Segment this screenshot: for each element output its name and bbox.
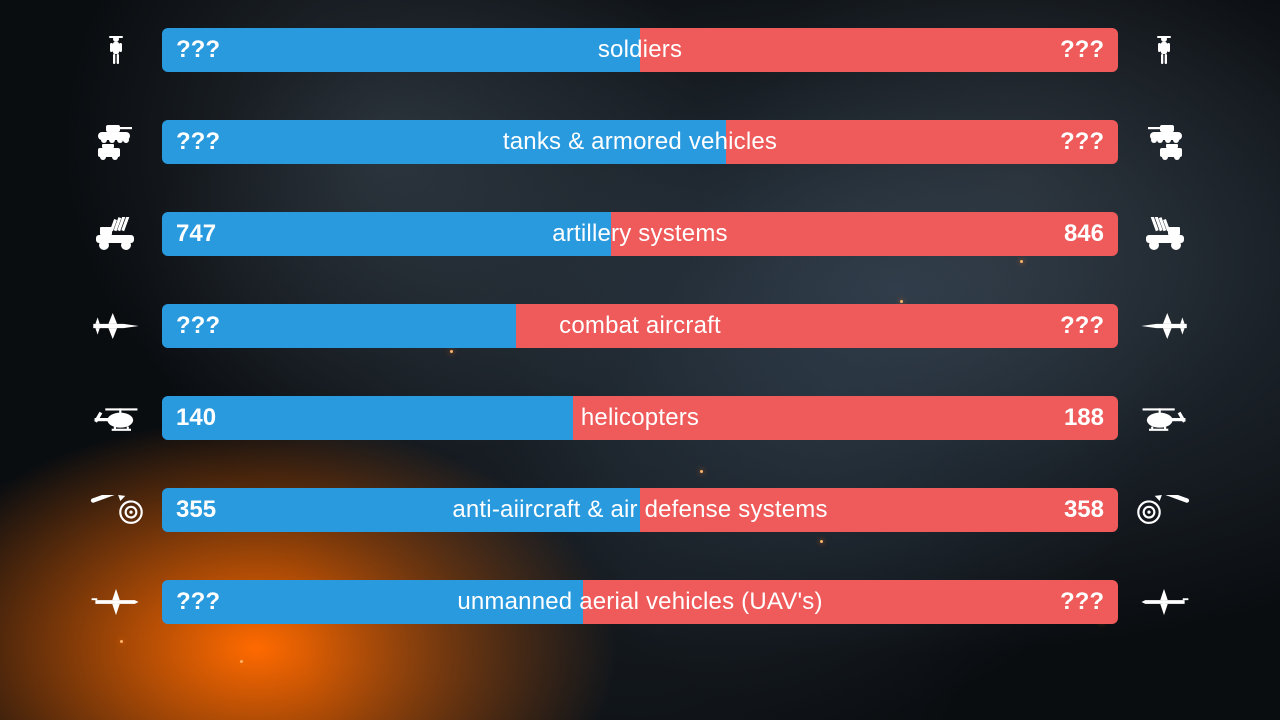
right-icon-cell (1118, 313, 1210, 339)
right-value: 188 (1064, 404, 1104, 432)
left-value: ??? (176, 588, 220, 616)
artillery-icon (88, 217, 144, 251)
comparison-bar: 140 188 helicopters (162, 396, 1118, 440)
comparison-bar: ??? ??? soldiers (162, 28, 1118, 72)
artillery-icon (1136, 217, 1192, 251)
right-value: 846 (1064, 220, 1104, 248)
left-segment: ??? (162, 28, 640, 72)
right-icon-cell (1118, 403, 1210, 433)
left-segment: 140 (162, 396, 573, 440)
drone-icon (87, 587, 145, 617)
right-value: ??? (1060, 128, 1104, 156)
comparison-row: ??? ??? combat aircraft (70, 304, 1210, 348)
jet-icon (1136, 313, 1192, 339)
airdefense-icon (1135, 495, 1193, 525)
left-value: 355 (176, 496, 216, 524)
comparison-row: ??? ??? tanks & armored vehicles (70, 120, 1210, 164)
right-icon-cell (1118, 495, 1210, 525)
right-value: ??? (1060, 588, 1104, 616)
comparison-bar: ??? ??? tanks & armored vehicles (162, 120, 1118, 164)
left-segment: 747 (162, 212, 611, 256)
right-icon-cell (1118, 217, 1210, 251)
right-icon-cell (1118, 587, 1210, 617)
helicopter-icon (88, 403, 144, 433)
right-value: ??? (1060, 312, 1104, 340)
left-value: ??? (176, 128, 220, 156)
left-icon-cell (70, 217, 162, 251)
comparison-bar: 355 358 anti-aiircraft & air defense sys… (162, 488, 1118, 532)
comparison-row: ??? ??? soldiers (70, 28, 1210, 72)
comparison-chart: ??? ??? soldiers ??? ??? tanks & armored… (0, 0, 1280, 644)
comparison-bar: ??? ??? unmanned aerial vehicles (UAV's) (162, 580, 1118, 624)
comparison-bar: 747 846 artillery systems (162, 212, 1118, 256)
right-segment: ??? (583, 580, 1118, 624)
right-segment: 846 (611, 212, 1118, 256)
comparison-row: ??? ??? unmanned aerial vehicles (UAV's) (70, 580, 1210, 624)
left-icon-cell (70, 313, 162, 339)
jet-icon (88, 313, 144, 339)
left-value: 747 (176, 220, 216, 248)
right-segment: ??? (516, 304, 1118, 348)
right-segment: 358 (640, 488, 1118, 532)
comparison-bar: ??? ??? combat aircraft (162, 304, 1118, 348)
left-segment: ??? (162, 120, 726, 164)
left-segment: 355 (162, 488, 640, 532)
left-value: 140 (176, 404, 216, 432)
left-segment: ??? (162, 580, 583, 624)
right-value: 358 (1064, 496, 1104, 524)
comparison-row: 747 846 artillery systems (70, 212, 1210, 256)
right-icon-cell (1118, 122, 1210, 162)
helicopter-icon (1136, 403, 1192, 433)
left-icon-cell (70, 495, 162, 525)
drone-icon (1135, 587, 1193, 617)
tank-icon (92, 122, 140, 162)
right-value: ??? (1060, 36, 1104, 64)
right-segment: ??? (640, 28, 1118, 72)
left-icon-cell (70, 34, 162, 66)
left-icon-cell (70, 587, 162, 617)
soldier-icon (1152, 34, 1176, 66)
comparison-row: 140 188 helicopters (70, 396, 1210, 440)
right-icon-cell (1118, 34, 1210, 66)
left-value: ??? (176, 312, 220, 340)
left-value: ??? (176, 36, 220, 64)
airdefense-icon (87, 495, 145, 525)
comparison-row: 355 358 anti-aiircraft & air defense sys… (70, 488, 1210, 532)
tank-icon (1140, 122, 1188, 162)
right-segment: 188 (573, 396, 1118, 440)
left-segment: ??? (162, 304, 516, 348)
right-segment: ??? (726, 120, 1118, 164)
left-icon-cell (70, 122, 162, 162)
soldier-icon (104, 34, 128, 66)
left-icon-cell (70, 403, 162, 433)
